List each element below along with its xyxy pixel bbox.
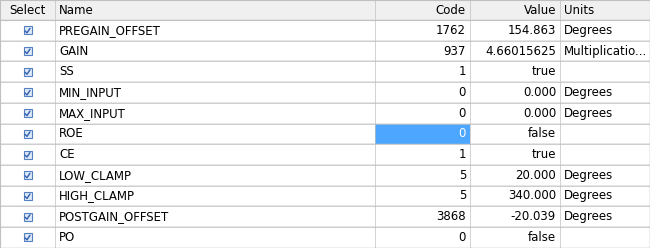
Text: true: true xyxy=(532,65,556,78)
Bar xyxy=(0,186,650,206)
Text: 1: 1 xyxy=(458,148,466,161)
Text: 1: 1 xyxy=(458,65,466,78)
Text: 0: 0 xyxy=(459,107,466,120)
Text: true: true xyxy=(532,148,556,161)
Bar xyxy=(0,0,650,20)
Text: Degrees: Degrees xyxy=(564,169,613,182)
Text: HIGH_CLAMP: HIGH_CLAMP xyxy=(59,189,135,202)
Text: PREGAIN_OFFSET: PREGAIN_OFFSET xyxy=(59,24,161,37)
Text: 0.000: 0.000 xyxy=(523,107,556,120)
Text: SS: SS xyxy=(59,65,73,78)
Text: Value: Value xyxy=(523,3,556,17)
Bar xyxy=(0,206,650,227)
Text: LOW_CLAMP: LOW_CLAMP xyxy=(59,169,132,182)
Bar xyxy=(23,130,31,138)
Text: Name: Name xyxy=(59,3,94,17)
Bar xyxy=(0,165,650,186)
Text: 0: 0 xyxy=(459,127,466,140)
Bar xyxy=(23,89,31,96)
Text: Code: Code xyxy=(436,3,466,17)
Text: MAX_INPUT: MAX_INPUT xyxy=(59,107,126,120)
Text: 20.000: 20.000 xyxy=(515,169,556,182)
Text: 937: 937 xyxy=(443,45,466,58)
Text: false: false xyxy=(528,127,556,140)
Text: Units: Units xyxy=(564,3,594,17)
Bar xyxy=(23,109,31,117)
Text: false: false xyxy=(528,231,556,244)
Text: Select: Select xyxy=(9,3,46,17)
Bar xyxy=(23,192,31,200)
Bar xyxy=(0,103,650,124)
Bar xyxy=(23,233,31,241)
Text: GAIN: GAIN xyxy=(59,45,88,58)
Bar xyxy=(23,171,31,179)
Text: MIN_INPUT: MIN_INPUT xyxy=(59,86,122,99)
Bar xyxy=(23,26,31,34)
Text: 1762: 1762 xyxy=(436,24,466,37)
Bar xyxy=(23,68,31,76)
Text: 4.66015625: 4.66015625 xyxy=(485,45,556,58)
Text: 0: 0 xyxy=(459,86,466,99)
Text: 5: 5 xyxy=(459,169,466,182)
Text: Degrees: Degrees xyxy=(564,210,613,223)
Text: Multiplicatio...: Multiplicatio... xyxy=(564,45,647,58)
Text: 5: 5 xyxy=(459,189,466,202)
Text: 154.863: 154.863 xyxy=(508,24,556,37)
Text: CE: CE xyxy=(59,148,75,161)
Text: 0.000: 0.000 xyxy=(523,86,556,99)
Bar xyxy=(0,124,650,144)
Text: Degrees: Degrees xyxy=(564,189,613,202)
Bar xyxy=(23,151,31,158)
Text: ROE: ROE xyxy=(59,127,84,140)
Bar xyxy=(0,82,650,103)
Bar xyxy=(23,213,31,221)
Text: Degrees: Degrees xyxy=(564,107,613,120)
Bar xyxy=(375,124,470,144)
Bar xyxy=(0,20,650,41)
Text: 0: 0 xyxy=(459,231,466,244)
Text: -20.039: -20.039 xyxy=(511,210,556,223)
Text: PO: PO xyxy=(59,231,75,244)
Bar xyxy=(0,227,650,248)
Bar xyxy=(23,47,31,55)
Text: 3868: 3868 xyxy=(436,210,466,223)
Bar xyxy=(0,62,650,82)
Text: POSTGAIN_OFFSET: POSTGAIN_OFFSET xyxy=(59,210,169,223)
Text: 340.000: 340.000 xyxy=(508,189,556,202)
Text: Degrees: Degrees xyxy=(564,86,613,99)
Text: Degrees: Degrees xyxy=(564,24,613,37)
Bar xyxy=(0,41,650,62)
Bar xyxy=(0,144,650,165)
